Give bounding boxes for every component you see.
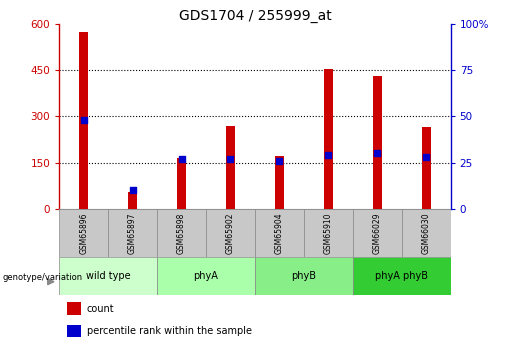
Point (275, 158, 283, 164)
Bar (157, 257, 255, 295)
Point (373, 150, 381, 156)
Text: GSM65902: GSM65902 (226, 212, 235, 254)
Point (324, 152, 333, 158)
Text: genotype/variation: genotype/variation (3, 273, 83, 282)
Point (226, 156, 234, 162)
Bar (255, 257, 353, 295)
Text: wild type: wild type (86, 271, 130, 281)
Title: GDS1704 / 255999_at: GDS1704 / 255999_at (179, 9, 331, 23)
Text: phyA phyB: phyA phyB (375, 271, 428, 281)
Bar (128, 192, 137, 209)
Text: GSM65904: GSM65904 (275, 212, 284, 254)
Point (128, 187, 136, 193)
Text: GSM65898: GSM65898 (177, 212, 186, 254)
Point (79, 117, 88, 123)
Bar (59, 209, 108, 257)
Bar (422, 127, 431, 209)
Bar (353, 209, 402, 257)
Bar (79, 32, 88, 209)
Text: percentile rank within the sample: percentile rank within the sample (87, 326, 252, 336)
Text: GSM65897: GSM65897 (128, 212, 137, 254)
Bar (275, 156, 284, 209)
Text: phyA: phyA (194, 271, 218, 281)
Bar (304, 209, 353, 257)
Text: GSM66029: GSM66029 (373, 212, 382, 254)
Point (177, 156, 185, 162)
Bar (67, 325, 81, 337)
Bar (206, 209, 255, 257)
Bar (108, 209, 157, 257)
Bar (177, 158, 186, 209)
Bar (402, 209, 451, 257)
Text: GSM65896: GSM65896 (79, 212, 88, 254)
Bar (373, 77, 382, 209)
Bar (324, 69, 333, 209)
Point (422, 154, 430, 160)
Bar (226, 126, 235, 209)
Text: GSM66030: GSM66030 (422, 212, 431, 254)
Text: GSM65910: GSM65910 (324, 212, 333, 254)
Text: count: count (87, 304, 114, 314)
Bar (59, 257, 157, 295)
Bar (353, 257, 451, 295)
Bar (255, 209, 304, 257)
Bar (157, 209, 206, 257)
Bar (67, 303, 81, 315)
Text: phyB: phyB (291, 271, 316, 281)
